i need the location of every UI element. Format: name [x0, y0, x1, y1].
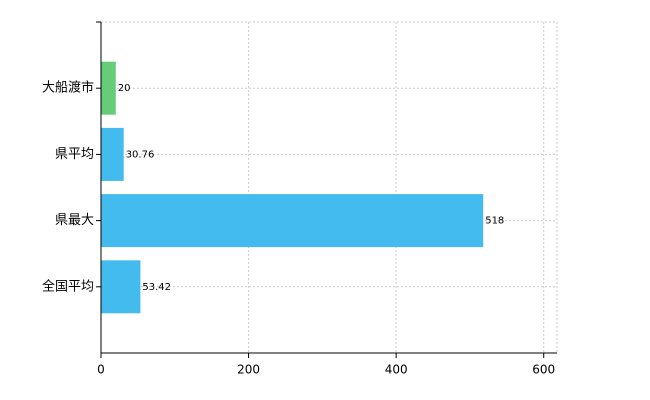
- x-tick-label: 400: [385, 363, 408, 377]
- x-tick-label: 0: [97, 363, 105, 377]
- bar: [101, 194, 484, 248]
- value-label: 518: [485, 216, 504, 227]
- x-tick-label: 600: [532, 363, 555, 377]
- y-tick-label: 大船渡市: [42, 80, 94, 96]
- bar: [101, 260, 141, 314]
- value-label: 20: [118, 83, 131, 94]
- bar: [101, 61, 116, 115]
- bar: [101, 127, 124, 181]
- y-tick-label: 全国平均: [42, 278, 94, 294]
- value-label: 53.42: [142, 282, 171, 293]
- y-tick-label: 県最大: [55, 213, 94, 228]
- x-tick-label: 200: [237, 363, 260, 377]
- y-tick-label: 県平均: [55, 147, 94, 162]
- value-label: 30.76: [126, 149, 155, 160]
